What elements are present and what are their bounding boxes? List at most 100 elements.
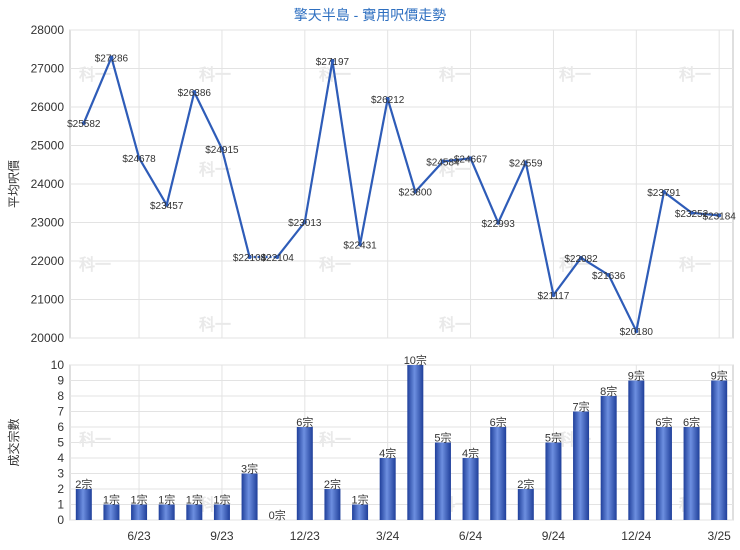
x-tick-label: 6/23 <box>127 529 151 543</box>
watermark: 科一 <box>679 65 711 84</box>
watermark: 科一 <box>439 315 471 334</box>
watermark: 科一 <box>319 255 351 274</box>
transaction-bar <box>462 458 479 520</box>
transaction-bar <box>434 442 451 520</box>
x-tick-label: 12/24 <box>621 529 651 543</box>
price-data-label: $26212 <box>371 95 405 106</box>
bar-data-label: 5宗 <box>434 431 451 445</box>
price-point <box>689 210 694 215</box>
y-tick-label: 8 <box>57 389 64 403</box>
price-data-label: $22993 <box>482 219 516 230</box>
y-axis-title: 平均呎價 <box>7 160 21 208</box>
y-tick-label: 27000 <box>31 62 65 76</box>
transaction-bar <box>628 380 645 520</box>
bar-data-label: 4宗 <box>379 446 396 460</box>
y-tick-label: 26000 <box>31 100 65 114</box>
price-point <box>440 159 445 164</box>
watermark: 科一 <box>79 255 111 274</box>
price-line-segment <box>497 162 527 224</box>
price-data-label: $23457 <box>150 201 184 212</box>
price-data-label: $22104 <box>233 253 267 264</box>
y-tick-label: 7 <box>57 405 64 419</box>
transaction-bar <box>711 380 728 520</box>
price-line-segment <box>358 98 389 245</box>
y-tick-label: 22000 <box>31 254 65 268</box>
price-line-segment <box>220 148 251 258</box>
price-line-segment <box>276 221 306 258</box>
y-tick-label: 3 <box>57 467 64 481</box>
y-tick-label: 9 <box>57 374 64 388</box>
bar-data-label: 9宗 <box>628 369 645 383</box>
y-tick-label: 5 <box>57 436 64 450</box>
price-line-segment <box>552 257 582 296</box>
price-point <box>661 190 666 195</box>
y-tick-label: 4 <box>57 451 64 465</box>
price-line-segment <box>82 57 113 124</box>
x-tick-label: 6/24 <box>459 529 483 543</box>
price-data-label: $24678 <box>122 154 156 165</box>
price-line-segment <box>442 157 471 163</box>
y-tick-label: 6 <box>57 420 64 434</box>
price-line-panel: 20000 21000 22000 23000 24000 25000 26000 27000… <box>7 23 736 345</box>
price-data-label: $22082 <box>564 254 598 265</box>
price-line-segment <box>635 191 666 332</box>
price-point <box>275 254 280 259</box>
bar-data-label: 1宗 <box>352 493 369 507</box>
bar-data-label: 8宗 <box>600 384 617 398</box>
transaction-bar <box>213 504 230 520</box>
price-point <box>496 220 501 225</box>
bar-data-label: 6宗 <box>490 415 507 429</box>
bar-data-label: 1宗 <box>103 493 120 507</box>
y-tick-label: 24000 <box>31 177 65 191</box>
price-data-label: $23184 <box>703 211 737 222</box>
watermark: 科一 <box>199 315 231 334</box>
price-line-segment <box>303 60 334 223</box>
price-data-label: $24559 <box>509 158 543 169</box>
transaction-bar <box>103 504 120 520</box>
watermark: 科一 <box>439 65 471 84</box>
bar-data-label: 6宗 <box>296 415 313 429</box>
y-tick-label: 25000 <box>31 139 65 153</box>
watermark: 科一 <box>319 430 351 449</box>
transaction-bar <box>490 427 507 520</box>
transaction-bar <box>683 427 700 520</box>
y-axis-title: 成交宗數 <box>6 418 21 466</box>
transaction-bar <box>324 489 341 520</box>
chart-title: 擎天半島 - 實用呎價走勢 <box>294 7 446 23</box>
price-point <box>247 254 252 259</box>
price-point <box>523 160 528 165</box>
price-data-label: $21117 <box>537 291 569 302</box>
bar-data-label: 4宗 <box>462 446 479 460</box>
price-data-label: $23252 <box>675 209 709 220</box>
bar-data-label: 2宗 <box>75 477 92 491</box>
price-point <box>717 213 722 218</box>
price-data-label: $25582 <box>67 119 101 130</box>
price-point <box>302 219 307 224</box>
price-point <box>192 90 197 95</box>
bar-data-label: 10宗 <box>404 353 427 367</box>
price-data-label: $27197 <box>316 57 350 68</box>
transaction-bar <box>379 458 396 520</box>
price-data-label: $22104 <box>261 253 295 264</box>
bar-data-label: 3宗 <box>241 462 258 476</box>
price-line-segment <box>193 91 223 150</box>
price-data-label: $23791 <box>647 188 681 199</box>
x-tick-label: 9/24 <box>542 529 566 543</box>
y-tick-label: 20000 <box>31 331 65 345</box>
price-line-segment <box>607 274 638 332</box>
transaction-bar <box>158 504 175 520</box>
x-tick-label: 9/23 <box>210 529 234 543</box>
price-data-label: $24667 <box>454 154 488 165</box>
bar-data-label: 6宗 <box>683 415 700 429</box>
price-point <box>413 189 418 194</box>
price-point <box>81 121 86 126</box>
price-line-segment <box>524 162 555 296</box>
bar-data-label: 5宗 <box>545 431 562 445</box>
price-point <box>468 156 473 161</box>
y-tick-label: 28000 <box>31 23 65 37</box>
y-tick-label: 2 <box>57 482 64 496</box>
price-point <box>385 96 390 101</box>
x-tick-label: 3/25 <box>708 529 732 543</box>
price-line-segment <box>691 211 720 217</box>
y-tick-label: 10 <box>51 358 65 372</box>
